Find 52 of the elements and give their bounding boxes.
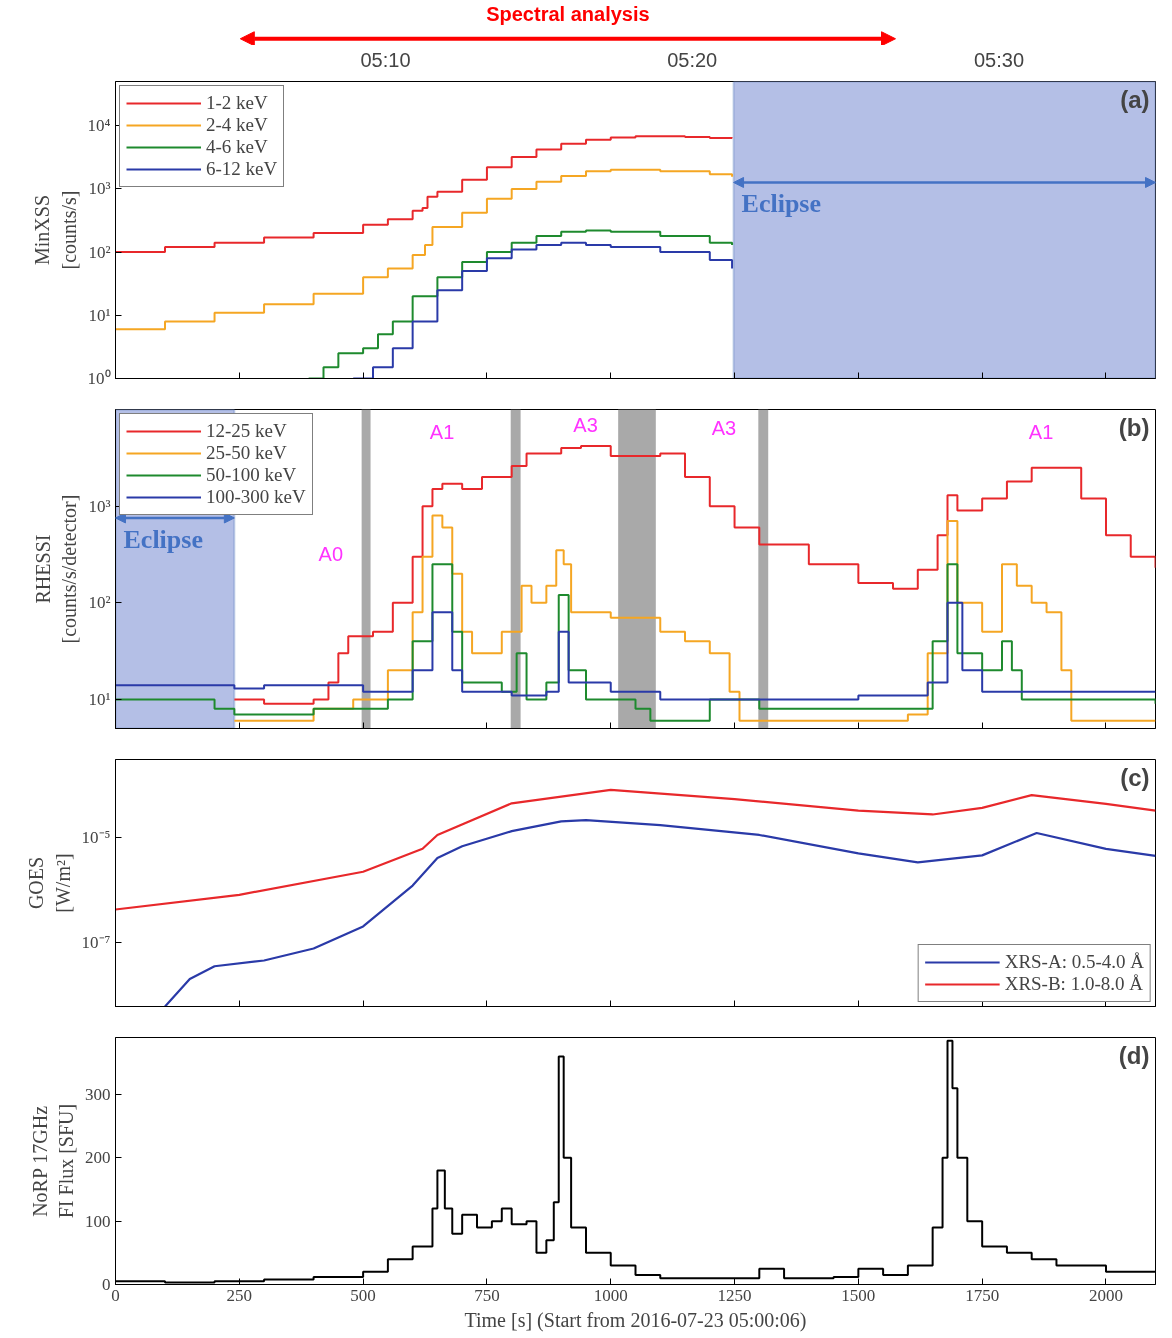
y-tick-label: 10² xyxy=(88,242,111,262)
annotation: (c) xyxy=(1120,763,1150,791)
x-axis-title: Time [s] (Start from 2016-07-23 05:00:06) xyxy=(464,1308,807,1332)
annotation: A3 xyxy=(573,413,598,436)
legend-label: XRS-B: 1.0-8.0 Å xyxy=(1004,973,1143,995)
legend-label: 100-300 keV xyxy=(206,486,306,508)
x2-tick-label: 05:30 xyxy=(974,48,1025,71)
annotation: (b) xyxy=(1118,413,1150,441)
y-tick-label: 10² xyxy=(88,593,111,613)
x-tick-label: 2000 xyxy=(1088,1285,1123,1305)
band-label: Eclipse xyxy=(123,524,203,554)
y-axis-title: RHESSI [counts/s/detector] xyxy=(32,494,81,644)
legend-label: 12-25 keV xyxy=(206,420,287,442)
legend-label: 4-6 keV xyxy=(206,136,268,158)
y-tick-label: 10¹ xyxy=(88,689,111,709)
y-tick-label: 300 xyxy=(85,1085,111,1104)
legend-label: 1-2 keV xyxy=(206,92,268,114)
x2-tick-label: 05:10 xyxy=(360,48,411,71)
x2-tick-label: 05:20 xyxy=(667,48,718,71)
y-tick-label: 10⁴ xyxy=(87,116,111,136)
x-tick-label: 1250 xyxy=(717,1285,752,1305)
y-tick-label: 10³ xyxy=(88,496,111,516)
x-tick-label: 1750 xyxy=(965,1285,1000,1305)
legend-label: XRS-A: 0.5-4.0 Å xyxy=(1004,951,1144,973)
band-label: Eclipse xyxy=(741,189,822,219)
y-axis-title: MinXSS [counts/s] xyxy=(31,190,80,270)
y-axis-title: NoRP 17GHz FI Flux [SFU] xyxy=(28,1103,77,1219)
y-tick-label: 10⁻⁵ xyxy=(81,827,111,847)
y-tick-label: 100 xyxy=(85,1211,111,1231)
y-tick-label: 200 xyxy=(85,1148,111,1168)
annotation: (a) xyxy=(1120,85,1150,113)
legend-label: 50-100 keV xyxy=(206,464,297,486)
x-tick-label: 500 xyxy=(350,1285,376,1305)
legend-label: 2-4 keV xyxy=(206,114,268,136)
x-tick-label: 1500 xyxy=(841,1285,876,1305)
line-series xyxy=(163,819,1156,1007)
legend-label: 25-50 keV xyxy=(206,442,287,464)
y-tick-label: 10¹ xyxy=(88,305,111,325)
y-tick-label: 10⁻⁷ xyxy=(81,932,111,952)
annotation: A1 xyxy=(429,421,455,444)
annotation: (d) xyxy=(1118,1041,1150,1069)
y-tick-label: 10⁰ xyxy=(87,369,111,388)
legend-label: 6-12 keV xyxy=(206,158,278,180)
x-tick-label: 750 xyxy=(474,1285,500,1305)
annotation: A0 xyxy=(318,543,344,566)
chart-title: Spectral analysis xyxy=(486,3,650,26)
x-tick-label: 250 xyxy=(226,1285,253,1305)
annotation: A1 xyxy=(1028,420,1054,443)
y-tick-label: 10³ xyxy=(88,179,111,199)
y-axis-title: GOES [W/m²] xyxy=(25,853,74,913)
x-tick-label: 1000 xyxy=(593,1285,628,1305)
annotation: A3 xyxy=(711,417,737,440)
